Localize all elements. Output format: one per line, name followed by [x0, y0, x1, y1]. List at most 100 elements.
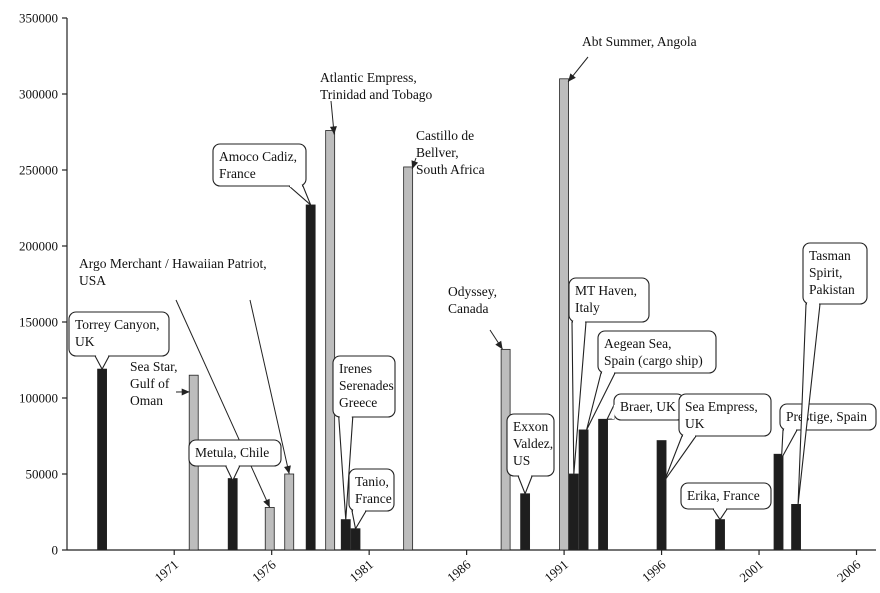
- bar-11: [520, 493, 531, 551]
- callout-text: France: [355, 491, 392, 506]
- leader-line: [249, 299, 290, 475]
- bar-15: [598, 418, 608, 551]
- callout-label: Bellver,: [416, 145, 459, 160]
- callout-label: Sea Star,: [130, 359, 177, 374]
- callout-text: MT Haven,: [575, 283, 637, 298]
- callout-text: Metula, Chile: [195, 445, 269, 460]
- callout-text: Spain (cargo ship): [604, 353, 703, 368]
- callout-seam: [611, 404, 617, 420]
- callout-text: France: [219, 166, 256, 181]
- arrow-head: [181, 388, 190, 396]
- bar-5: [305, 204, 316, 551]
- callout-label: Oman: [130, 393, 163, 408]
- x-tick-label: 1996: [639, 556, 669, 585]
- callout-text: Spirit,: [809, 265, 842, 280]
- callout-pointer: [287, 185, 312, 206]
- callout-text: Amoco Cadiz,: [219, 149, 297, 164]
- callout-label: Argo Merchant / Hawaiian Patriot,: [79, 256, 267, 271]
- callout-label: South Africa: [416, 162, 485, 177]
- callout-seastar: Sea Star, Gulf of Oman: [130, 359, 190, 408]
- callout-text: Greece: [339, 395, 377, 410]
- x-tick-label: 2006: [834, 556, 864, 585]
- x-tick-label: 1991: [541, 557, 571, 585]
- bar-18: [773, 453, 784, 551]
- callout-label: USA: [79, 273, 106, 288]
- callout-label: Castillo de: [416, 128, 474, 143]
- x-axis: 1971 1976 1981 1986 1991 1996 2001 2006: [67, 549, 876, 585]
- callout-text: Aegean Sea,: [604, 336, 671, 351]
- callout-text: Erika, France: [687, 488, 760, 503]
- callout-braer: Braer, UK: [606, 393, 685, 421]
- callout-text: US: [513, 453, 530, 468]
- arrow-head: [329, 126, 337, 135]
- bar-14: [578, 429, 589, 551]
- x-tick-label: 1971: [152, 557, 182, 585]
- bar-9: [403, 166, 414, 551]
- bar-12: [559, 78, 569, 551]
- callout-torrey: Torrey Canyon, UK: [68, 311, 170, 371]
- x-tick-label: 1986: [444, 556, 474, 585]
- bar-16: [656, 440, 667, 551]
- x-tick-label: 2001: [736, 557, 766, 585]
- callout-tasman: Tasman Spirit, Pakistan: [797, 242, 868, 505]
- arrow-head: [411, 160, 419, 169]
- callout-text: Italy: [575, 300, 600, 315]
- arrow-head: [568, 73, 576, 82]
- callout-atlantic: Atlantic Empress, Trinidad and Tobago: [320, 70, 433, 135]
- y-tick-label: 50000: [26, 467, 59, 482]
- callout-pointer: [517, 475, 533, 496]
- callout-text: UK: [75, 334, 95, 349]
- callout-seaempress: Sea Empress, UK: [664, 393, 772, 481]
- y-tick-label: 100000: [19, 391, 58, 406]
- y-tick-label: 250000: [19, 163, 58, 178]
- callout-prestige: Prestige, Spain: [779, 403, 877, 459]
- callout-exxon: Exxon Valdez, US: [506, 413, 555, 496]
- callout-text: Valdez,: [513, 436, 553, 451]
- leader-line: [175, 299, 271, 508]
- callout-irenes: Irenes Serenades Greece: [332, 355, 396, 520]
- bar-6: [325, 130, 336, 551]
- bar-19: [791, 503, 801, 551]
- callout-label: Gulf of: [130, 376, 170, 391]
- callout-text: Pakistan: [809, 282, 855, 297]
- callout-label: Abt Summer, Angola: [582, 34, 697, 49]
- callout-label: Canada: [448, 301, 488, 316]
- bar-3: [264, 507, 275, 551]
- callout-label: Odyssey,: [448, 284, 497, 299]
- bar-7: [340, 519, 351, 551]
- arrow-head: [263, 498, 270, 508]
- bar-13: [568, 473, 579, 551]
- bar-2: [227, 478, 238, 551]
- callout-box: [678, 393, 772, 437]
- y-tick-label: 350000: [19, 11, 58, 26]
- callout-text: Torrey Canyon,: [75, 317, 160, 332]
- callout-pointer: [351, 510, 367, 531]
- x-tick-label: 1981: [347, 557, 377, 585]
- callout-argo: Argo Merchant / Hawaiian Patriot, USA: [79, 256, 291, 508]
- callout-text: Tasman: [809, 248, 851, 263]
- callout-box: [802, 242, 868, 305]
- callout-box: [212, 143, 307, 187]
- y-tick-label: 0: [52, 543, 59, 558]
- callout-box: [68, 311, 170, 357]
- callout-text: Braer, UK: [620, 399, 676, 414]
- callout-amoco: Amoco Cadiz, France: [212, 143, 312, 206]
- y-axis: 0 50000 100000 150000 200000 250000 300000 3500…: [19, 11, 68, 558]
- callout-metula: Metula, Chile: [188, 439, 282, 482]
- bar-4: [284, 473, 295, 551]
- callout-castillo: Castillo de Bellver, South Africa: [411, 128, 485, 177]
- callout-text: Irenes: [339, 361, 372, 376]
- callout-pointer: [94, 355, 111, 371]
- bar-0: [97, 368, 107, 551]
- callout-text: UK: [685, 416, 705, 431]
- callout-label: Trinidad and Tobago: [320, 87, 433, 102]
- callout-text: Serenades: [339, 378, 394, 393]
- callout-abt: Abt Summer, Angola: [567, 34, 697, 83]
- callout-text: Exxon: [513, 419, 548, 434]
- callout-aegean: Aegean Sea, Spain (cargo ship): [586, 330, 717, 431]
- x-tick-label: 1976: [249, 556, 279, 585]
- callout-label: Atlantic Empress,: [320, 70, 417, 85]
- y-tick-label: 300000: [19, 87, 58, 102]
